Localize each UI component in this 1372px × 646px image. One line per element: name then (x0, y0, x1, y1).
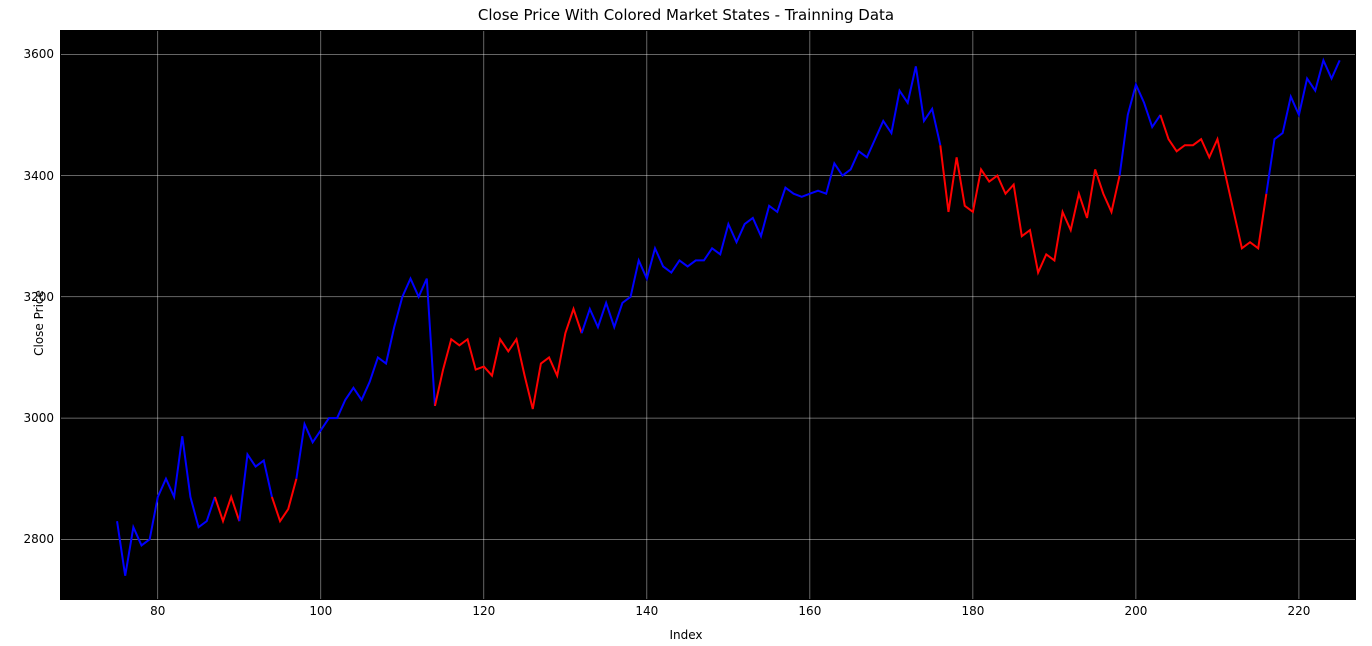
line-chart-svg (60, 30, 1356, 600)
x-tick-label: 80 (150, 600, 165, 618)
x-tick-label: 220 (1287, 600, 1310, 618)
x-tick-label: 200 (1124, 600, 1147, 618)
figure: Close Price With Colored Market States -… (0, 0, 1372, 646)
x-tick-label: 180 (961, 600, 984, 618)
y-tick-label: 3600 (23, 47, 60, 61)
chart-title: Close Price With Colored Market States -… (0, 6, 1372, 24)
y-tick-label: 3000 (23, 411, 60, 425)
x-axis-label: Index (0, 628, 1372, 642)
y-tick-label: 3200 (23, 290, 60, 304)
y-tick-label: 3400 (23, 169, 60, 183)
x-tick-label: 100 (309, 600, 332, 618)
plot-area: 8010012014016018020022028003000320034003… (60, 30, 1356, 600)
x-tick-label: 140 (635, 600, 658, 618)
x-tick-label: 160 (798, 600, 821, 618)
y-tick-label: 2800 (23, 532, 60, 546)
x-tick-label: 120 (472, 600, 495, 618)
